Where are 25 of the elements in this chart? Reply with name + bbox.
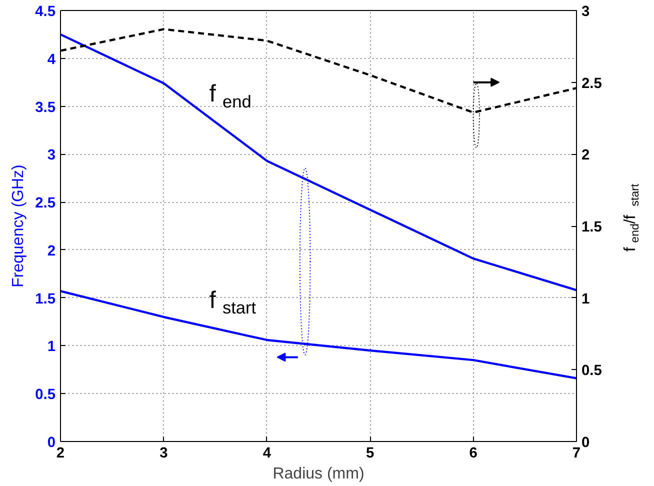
y-tick-label: 2.5 [35,196,56,212]
y2-tick-label: 2.5 [582,76,602,92]
y-tick-label: 0 [47,435,56,451]
x-tick-label: 6 [469,446,478,462]
y-axis-title: Frequency (GHz) [10,164,28,288]
y2-tick-label: 2 [582,148,590,164]
y2-tick-label: 1 [582,291,590,308]
y2-tick-label: 0.5 [582,363,602,380]
y-tick-label: 1.5 [35,291,56,308]
y-tick-label: 3 [47,148,56,164]
y-tick-label: 4.5 [35,4,56,20]
y-tick-label: 4 [47,52,56,68]
y2-tick-label: 3 [582,4,590,20]
y2-tick-label: 0 [582,435,590,451]
y2-tick-label: 1.5 [582,220,602,236]
y-tick-label: 0.5 [35,387,56,404]
y-tick-label: 3.5 [35,100,56,116]
y-tick-label: 1 [47,339,56,356]
y-tick-label: 2 [47,243,56,260]
x-axis-title: Radius (mm) [272,466,364,482]
x-tick-label: 4 [262,446,272,462]
y2-axis-title: fend/fstart [622,183,642,252]
x-tick-label: 7 [572,446,581,462]
x-tick-label: 5 [366,446,374,462]
x-tick-label: 3 [160,446,168,462]
